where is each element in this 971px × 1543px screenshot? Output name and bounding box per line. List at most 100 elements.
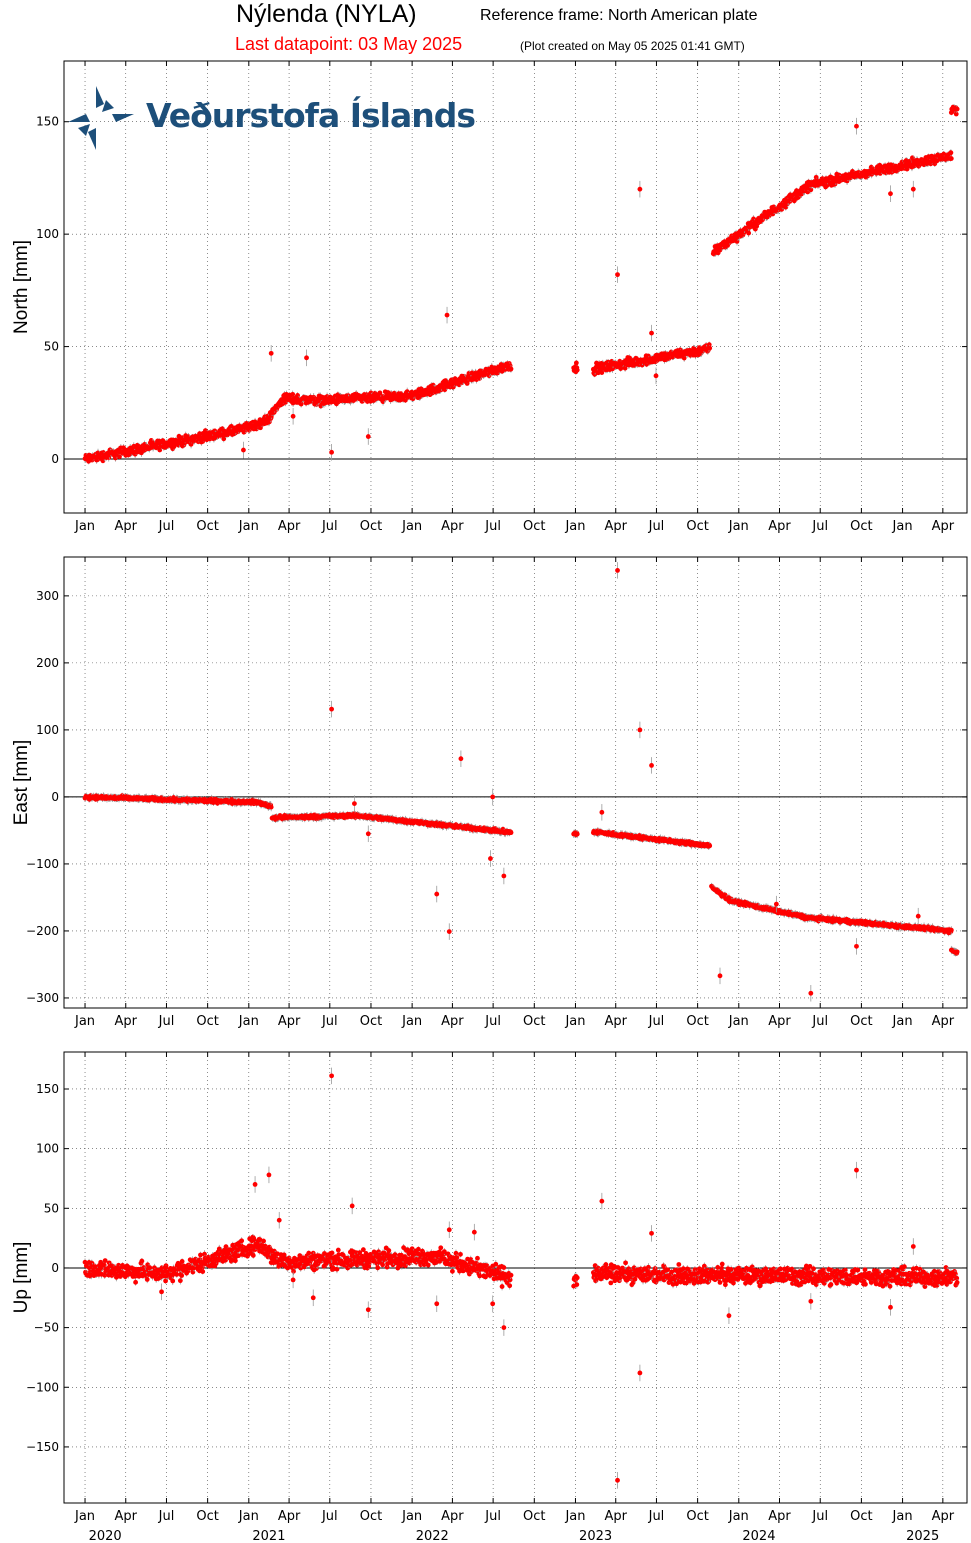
y-tick-label: 0 — [51, 452, 59, 466]
data-point — [228, 423, 234, 429]
x-tick-label: Oct — [850, 519, 872, 534]
x-tick-label: Jan — [892, 1014, 913, 1029]
x-tick-label: Jan — [892, 519, 913, 534]
x-tick-label: Jan — [564, 1014, 585, 1029]
y-tick-label: −100 — [26, 857, 59, 871]
outlier-point — [888, 191, 893, 197]
x-tick-label: Apr — [441, 519, 464, 534]
data-point — [117, 454, 122, 460]
y-tick-label: −300 — [26, 991, 59, 1005]
x-tick-label: Oct — [196, 1014, 218, 1029]
data-point — [258, 425, 263, 431]
data-point — [824, 183, 830, 188]
x-tick-label: Oct — [360, 519, 382, 534]
x-tick-label: Jan — [401, 519, 422, 534]
x-tick-label: Apr — [278, 519, 301, 534]
x-tick-label: Apr — [115, 1014, 138, 1029]
outlier-point — [910, 186, 916, 192]
outlier-point — [365, 434, 371, 439]
data-point — [953, 111, 959, 117]
data-point — [290, 391, 296, 397]
outlier-point — [854, 123, 859, 129]
outlier-point — [444, 312, 450, 318]
x-tick-label: Oct — [686, 519, 708, 534]
x-tick-label: Apr — [768, 519, 791, 534]
data-point — [706, 342, 712, 348]
x-tick-label: Jul — [321, 519, 338, 534]
plot-frame — [63, 556, 968, 1009]
data-point — [746, 230, 752, 236]
x-tick-label: Apr — [278, 1014, 301, 1029]
x-tick-label: Jan — [74, 1014, 95, 1029]
x-tick-label: Oct — [686, 1014, 708, 1029]
outlier-point — [241, 447, 246, 453]
x-tick-label: Jul — [484, 519, 501, 534]
data-point — [268, 804, 274, 810]
title-last-datapoint: Last datapoint: 03 May 2025 — [235, 34, 463, 54]
x-tick-label: Jul — [484, 1014, 501, 1029]
outlier-point — [304, 355, 309, 361]
outlier-point — [329, 449, 334, 455]
x-tick-label: Jan — [238, 519, 259, 534]
x-tick-label: Jul — [648, 1014, 665, 1029]
y-tick-label: 100 — [36, 723, 59, 737]
y-tick-label: 0 — [51, 790, 59, 804]
data-point — [610, 366, 616, 372]
data-point — [948, 150, 954, 156]
y-tick-label: −200 — [26, 924, 59, 938]
x-tick-label: Jan — [728, 519, 749, 534]
x-tick-label: Jan — [238, 1014, 259, 1029]
y-axis-label: North [mm] — [11, 240, 32, 334]
plot-frame — [63, 60, 968, 514]
x-tick-label: Oct — [196, 519, 218, 534]
data-point — [948, 156, 954, 161]
x-tick-label: Jan — [74, 519, 95, 534]
data-point — [157, 447, 163, 453]
x-tick-label: Jan — [728, 1014, 749, 1029]
outlier-point — [649, 330, 654, 336]
data-point — [681, 355, 687, 361]
x-tick-label: Jan — [564, 519, 585, 534]
y-tick-label: 300 — [36, 589, 59, 603]
outlier-point — [268, 350, 274, 356]
data-points — [82, 104, 960, 465]
x-tick-label: Jul — [811, 519, 828, 534]
outlier-point — [637, 186, 643, 192]
x-tick-label: Jul — [321, 1014, 338, 1029]
data-point — [954, 106, 960, 112]
data-point — [592, 371, 598, 377]
x-tick-label: Oct — [850, 1014, 872, 1029]
data-points — [82, 562, 960, 1002]
outlier-point — [653, 373, 659, 379]
data-point — [508, 366, 514, 372]
x-tick-label: Apr — [932, 519, 955, 534]
y-tick-label: 150 — [36, 115, 59, 129]
data-point — [573, 360, 579, 366]
x-tick-label: Apr — [115, 519, 138, 534]
x-tick-label: Apr — [932, 1014, 955, 1029]
x-tick-label: Apr — [768, 1014, 791, 1029]
x-tick-label: Oct — [523, 519, 545, 534]
x-tick-label: Jul — [811, 1014, 828, 1029]
x-tick-label: Apr — [604, 519, 627, 534]
data-point — [707, 345, 713, 351]
title-reference-frame: Reference frame: North American plate — [480, 7, 758, 24]
x-tick-label: Apr — [441, 1014, 464, 1029]
x-tick-label: Oct — [360, 1014, 382, 1029]
x-tick-label: Oct — [523, 1014, 545, 1029]
x-tick-label: Apr — [604, 1014, 627, 1029]
y-axis-label: East [mm] — [11, 740, 32, 826]
title-plot-created: (Plot created on May 05 2025 01:41 GMT) — [520, 39, 745, 53]
y-tick-label: 50 — [44, 340, 59, 354]
x-tick-label: Jan — [401, 1014, 422, 1029]
data-point — [808, 187, 814, 193]
title-station: Nýlenda (NYLA) — [236, 0, 417, 28]
y-tick-label: 200 — [36, 656, 59, 670]
outlier-point — [615, 272, 620, 278]
x-tick-label: Jul — [158, 519, 175, 534]
x-tick-label: Jul — [158, 1014, 175, 1029]
outlier-point — [290, 413, 296, 419]
y-tick-label: 100 — [36, 227, 59, 241]
x-tick-label: Jul — [648, 519, 665, 534]
